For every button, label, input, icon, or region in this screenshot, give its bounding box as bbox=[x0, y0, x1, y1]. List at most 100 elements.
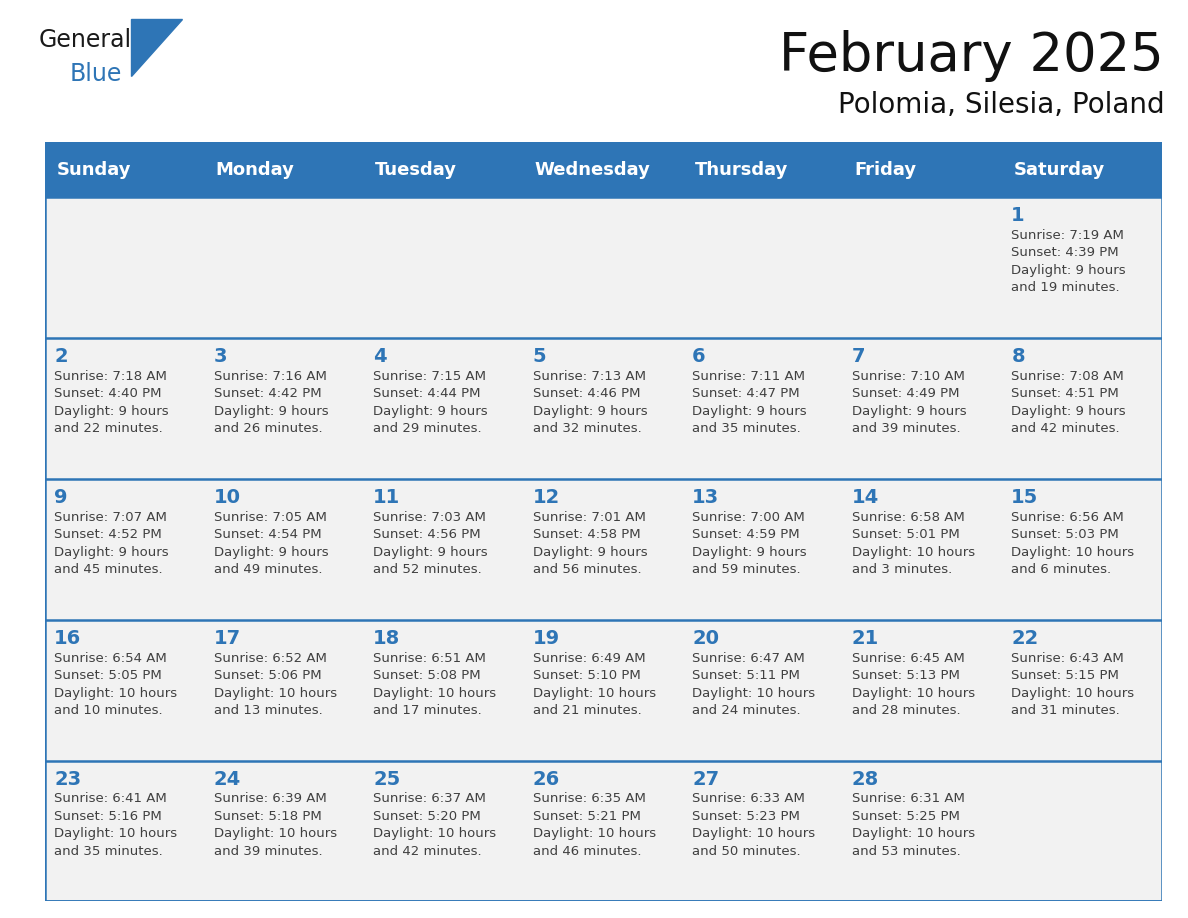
Text: 25: 25 bbox=[373, 769, 400, 789]
Bar bbox=[204, 620, 365, 761]
Text: 26: 26 bbox=[532, 769, 560, 789]
Text: 27: 27 bbox=[693, 769, 719, 789]
Text: Sunrise: 6:35 AM
Sunset: 5:21 PM
Daylight: 10 hours
and 46 minutes.: Sunrise: 6:35 AM Sunset: 5:21 PM Dayligh… bbox=[532, 792, 656, 858]
Text: Friday: Friday bbox=[854, 161, 916, 179]
Bar bbox=[365, 761, 524, 901]
Text: Sunrise: 6:39 AM
Sunset: 5:18 PM
Daylight: 10 hours
and 39 minutes.: Sunrise: 6:39 AM Sunset: 5:18 PM Dayligh… bbox=[214, 792, 336, 858]
Text: 24: 24 bbox=[214, 769, 241, 789]
Bar bbox=[524, 338, 683, 479]
Text: 28: 28 bbox=[852, 769, 879, 789]
Text: 7: 7 bbox=[852, 347, 865, 366]
Bar bbox=[45, 197, 204, 338]
Bar bbox=[45, 142, 1162, 197]
Bar bbox=[365, 479, 524, 620]
Text: Thursday: Thursday bbox=[695, 161, 788, 179]
Text: Sunrise: 7:05 AM
Sunset: 4:54 PM
Daylight: 9 hours
and 49 minutes.: Sunrise: 7:05 AM Sunset: 4:54 PM Dayligh… bbox=[214, 510, 328, 577]
Bar bbox=[524, 197, 683, 338]
Text: Sunrise: 7:18 AM
Sunset: 4:40 PM
Daylight: 9 hours
and 22 minutes.: Sunrise: 7:18 AM Sunset: 4:40 PM Dayligh… bbox=[55, 370, 169, 435]
Text: 10: 10 bbox=[214, 487, 241, 507]
Text: Sunrise: 7:10 AM
Sunset: 4:49 PM
Daylight: 9 hours
and 39 minutes.: Sunrise: 7:10 AM Sunset: 4:49 PM Dayligh… bbox=[852, 370, 966, 435]
Text: 20: 20 bbox=[693, 629, 719, 648]
Text: 14: 14 bbox=[852, 487, 879, 507]
Bar bbox=[842, 338, 1003, 479]
Bar bbox=[683, 761, 842, 901]
Bar bbox=[842, 620, 1003, 761]
Bar bbox=[1003, 197, 1162, 338]
Bar bbox=[842, 479, 1003, 620]
Text: Sunrise: 6:31 AM
Sunset: 5:25 PM
Daylight: 10 hours
and 53 minutes.: Sunrise: 6:31 AM Sunset: 5:25 PM Dayligh… bbox=[852, 792, 975, 858]
Text: Sunrise: 6:43 AM
Sunset: 5:15 PM
Daylight: 10 hours
and 31 minutes.: Sunrise: 6:43 AM Sunset: 5:15 PM Dayligh… bbox=[1011, 652, 1135, 717]
Bar bbox=[45, 479, 204, 620]
Text: 19: 19 bbox=[532, 629, 560, 648]
Text: Sunrise: 6:51 AM
Sunset: 5:08 PM
Daylight: 10 hours
and 17 minutes.: Sunrise: 6:51 AM Sunset: 5:08 PM Dayligh… bbox=[373, 652, 497, 717]
Bar bbox=[524, 479, 683, 620]
Text: Wednesday: Wednesday bbox=[535, 161, 651, 179]
Bar bbox=[683, 338, 842, 479]
Text: Sunrise: 7:03 AM
Sunset: 4:56 PM
Daylight: 9 hours
and 52 minutes.: Sunrise: 7:03 AM Sunset: 4:56 PM Dayligh… bbox=[373, 510, 488, 577]
Bar bbox=[683, 620, 842, 761]
Bar bbox=[365, 338, 524, 479]
Text: 13: 13 bbox=[693, 487, 719, 507]
Text: Sunrise: 6:41 AM
Sunset: 5:16 PM
Daylight: 10 hours
and 35 minutes.: Sunrise: 6:41 AM Sunset: 5:16 PM Dayligh… bbox=[55, 792, 177, 858]
Text: Sunrise: 7:11 AM
Sunset: 4:47 PM
Daylight: 9 hours
and 35 minutes.: Sunrise: 7:11 AM Sunset: 4:47 PM Dayligh… bbox=[693, 370, 807, 435]
Text: Sunrise: 6:49 AM
Sunset: 5:10 PM
Daylight: 10 hours
and 21 minutes.: Sunrise: 6:49 AM Sunset: 5:10 PM Dayligh… bbox=[532, 652, 656, 717]
Text: 11: 11 bbox=[373, 487, 400, 507]
Text: 6: 6 bbox=[693, 347, 706, 366]
Bar bbox=[45, 620, 204, 761]
Text: 22: 22 bbox=[1011, 629, 1038, 648]
Bar bbox=[365, 620, 524, 761]
Text: Sunrise: 7:15 AM
Sunset: 4:44 PM
Daylight: 9 hours
and 29 minutes.: Sunrise: 7:15 AM Sunset: 4:44 PM Dayligh… bbox=[373, 370, 488, 435]
Text: Polomia, Silesia, Poland: Polomia, Silesia, Poland bbox=[838, 91, 1164, 119]
Text: 18: 18 bbox=[373, 629, 400, 648]
Text: Sunrise: 6:37 AM
Sunset: 5:20 PM
Daylight: 10 hours
and 42 minutes.: Sunrise: 6:37 AM Sunset: 5:20 PM Dayligh… bbox=[373, 792, 497, 858]
Polygon shape bbox=[132, 18, 183, 76]
Text: Monday: Monday bbox=[216, 161, 295, 179]
Bar bbox=[45, 761, 204, 901]
Bar bbox=[842, 761, 1003, 901]
Text: Sunrise: 6:45 AM
Sunset: 5:13 PM
Daylight: 10 hours
and 28 minutes.: Sunrise: 6:45 AM Sunset: 5:13 PM Dayligh… bbox=[852, 652, 975, 717]
Bar bbox=[204, 197, 365, 338]
Bar bbox=[45, 338, 204, 479]
Text: 21: 21 bbox=[852, 629, 879, 648]
Text: 4: 4 bbox=[373, 347, 387, 366]
Bar bbox=[524, 761, 683, 901]
Text: Sunrise: 7:16 AM
Sunset: 4:42 PM
Daylight: 9 hours
and 26 minutes.: Sunrise: 7:16 AM Sunset: 4:42 PM Dayligh… bbox=[214, 370, 328, 435]
Text: Sunrise: 7:07 AM
Sunset: 4:52 PM
Daylight: 9 hours
and 45 minutes.: Sunrise: 7:07 AM Sunset: 4:52 PM Dayligh… bbox=[55, 510, 169, 577]
Text: 15: 15 bbox=[1011, 487, 1038, 507]
Bar bbox=[683, 197, 842, 338]
Text: Sunrise: 7:01 AM
Sunset: 4:58 PM
Daylight: 9 hours
and 56 minutes.: Sunrise: 7:01 AM Sunset: 4:58 PM Dayligh… bbox=[532, 510, 647, 577]
Bar bbox=[683, 479, 842, 620]
Text: Sunrise: 6:54 AM
Sunset: 5:05 PM
Daylight: 10 hours
and 10 minutes.: Sunrise: 6:54 AM Sunset: 5:05 PM Dayligh… bbox=[55, 652, 177, 717]
Text: 23: 23 bbox=[55, 769, 81, 789]
Text: Sunday: Sunday bbox=[56, 161, 131, 179]
Bar bbox=[842, 197, 1003, 338]
Text: Sunrise: 6:52 AM
Sunset: 5:06 PM
Daylight: 10 hours
and 13 minutes.: Sunrise: 6:52 AM Sunset: 5:06 PM Dayligh… bbox=[214, 652, 336, 717]
Text: 17: 17 bbox=[214, 629, 241, 648]
Text: Blue: Blue bbox=[70, 62, 122, 86]
Bar bbox=[204, 761, 365, 901]
Bar bbox=[1003, 620, 1162, 761]
Text: Sunrise: 6:58 AM
Sunset: 5:01 PM
Daylight: 10 hours
and 3 minutes.: Sunrise: 6:58 AM Sunset: 5:01 PM Dayligh… bbox=[852, 510, 975, 577]
Bar bbox=[204, 479, 365, 620]
Bar bbox=[365, 197, 524, 338]
Text: 12: 12 bbox=[532, 487, 560, 507]
Text: Tuesday: Tuesday bbox=[375, 161, 457, 179]
Bar bbox=[524, 620, 683, 761]
Text: February 2025: February 2025 bbox=[779, 30, 1164, 83]
Text: 5: 5 bbox=[532, 347, 546, 366]
Text: Sunrise: 7:13 AM
Sunset: 4:46 PM
Daylight: 9 hours
and 32 minutes.: Sunrise: 7:13 AM Sunset: 4:46 PM Dayligh… bbox=[532, 370, 647, 435]
Text: 1: 1 bbox=[1011, 206, 1025, 225]
Text: Sunrise: 7:19 AM
Sunset: 4:39 PM
Daylight: 9 hours
and 19 minutes.: Sunrise: 7:19 AM Sunset: 4:39 PM Dayligh… bbox=[1011, 229, 1126, 295]
Text: 8: 8 bbox=[1011, 347, 1025, 366]
Bar bbox=[1003, 338, 1162, 479]
Text: Sunrise: 6:33 AM
Sunset: 5:23 PM
Daylight: 10 hours
and 50 minutes.: Sunrise: 6:33 AM Sunset: 5:23 PM Dayligh… bbox=[693, 792, 815, 858]
Bar bbox=[204, 338, 365, 479]
Text: 16: 16 bbox=[55, 629, 81, 648]
Text: Sunrise: 6:47 AM
Sunset: 5:11 PM
Daylight: 10 hours
and 24 minutes.: Sunrise: 6:47 AM Sunset: 5:11 PM Dayligh… bbox=[693, 652, 815, 717]
Text: General: General bbox=[39, 28, 132, 52]
Text: Sunrise: 7:00 AM
Sunset: 4:59 PM
Daylight: 9 hours
and 59 minutes.: Sunrise: 7:00 AM Sunset: 4:59 PM Dayligh… bbox=[693, 510, 807, 577]
Text: Sunrise: 7:08 AM
Sunset: 4:51 PM
Daylight: 9 hours
and 42 minutes.: Sunrise: 7:08 AM Sunset: 4:51 PM Dayligh… bbox=[1011, 370, 1126, 435]
Text: 2: 2 bbox=[55, 347, 68, 366]
Text: 3: 3 bbox=[214, 347, 227, 366]
Bar bbox=[1003, 479, 1162, 620]
